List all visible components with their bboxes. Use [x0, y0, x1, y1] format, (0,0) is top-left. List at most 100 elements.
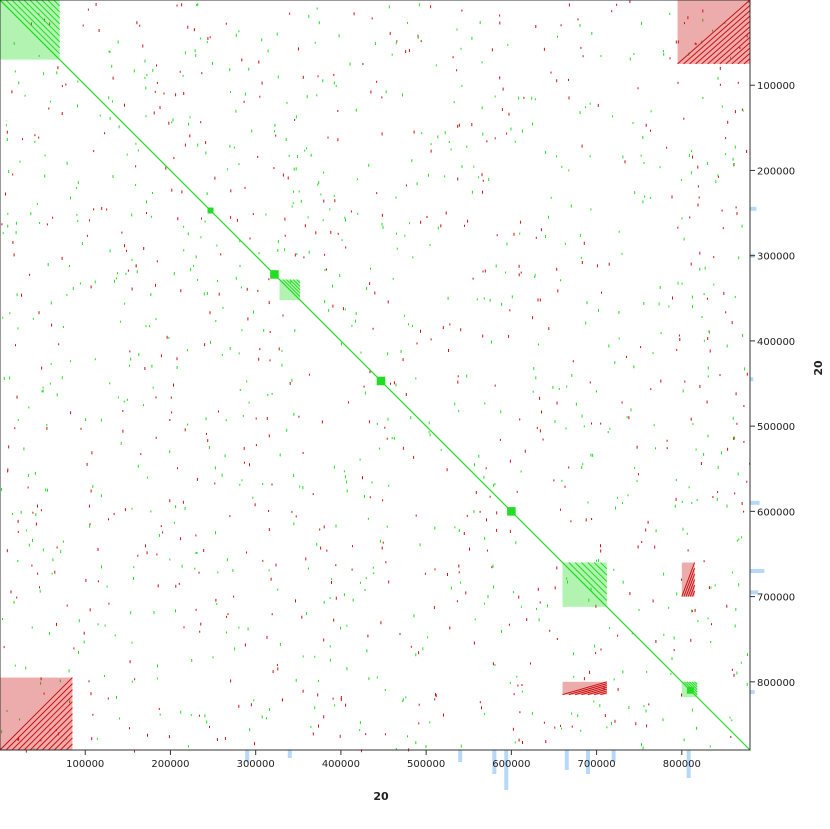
match-point	[230, 189, 232, 193]
match-point	[535, 236, 537, 239]
match-point	[390, 382, 391, 385]
match-point	[281, 350, 283, 353]
match-point	[631, 632, 633, 635]
y-tick-label: 700000	[757, 593, 795, 604]
match-point	[592, 453, 594, 457]
match-point	[77, 181, 79, 185]
match-point	[446, 468, 448, 472]
match-point	[584, 106, 586, 109]
match-point	[746, 682, 748, 686]
block-line	[5, 0, 61, 55]
match-point	[38, 311, 40, 315]
match-point	[158, 707, 160, 710]
match-point	[378, 447, 380, 450]
match-point	[637, 545, 639, 549]
match-point	[387, 417, 389, 421]
match-point	[79, 282, 81, 285]
match-point	[10, 590, 12, 594]
match-point	[474, 463, 475, 467]
match-point	[402, 93, 403, 97]
match-point	[197, 278, 198, 281]
match-point	[25, 749, 27, 753]
match-point	[181, 190, 183, 194]
match-point	[746, 149, 748, 153]
match-point	[180, 289, 182, 293]
match-point	[736, 671, 738, 675]
match-point	[476, 298, 478, 301]
match-point	[337, 138, 339, 142]
match-point	[16, 293, 18, 297]
match-point	[284, 248, 286, 252]
match-point	[346, 624, 348, 627]
match-point	[146, 74, 148, 77]
match-point	[206, 432, 207, 435]
match-point	[696, 498, 698, 501]
match-point	[741, 536, 743, 539]
match-point	[494, 483, 496, 486]
y-tick-label: 800000	[757, 678, 795, 689]
match-point	[307, 216, 309, 219]
match-point	[65, 737, 67, 740]
match-point	[532, 122, 533, 126]
match-point	[734, 110, 736, 114]
match-point	[568, 466, 570, 469]
match-point	[184, 428, 186, 432]
match-point	[299, 485, 301, 488]
block-line	[689, 10, 751, 65]
match-point	[117, 272, 118, 275]
match-point	[621, 401, 623, 404]
match-point	[488, 178, 490, 181]
match-point	[270, 577, 272, 581]
match-point	[225, 419, 227, 422]
match-point	[77, 104, 78, 108]
match-point	[622, 670, 624, 674]
match-point	[471, 190, 473, 194]
match-point	[129, 660, 131, 664]
match-point	[463, 532, 465, 535]
match-point	[205, 141, 207, 145]
match-point	[265, 213, 267, 216]
match-point	[155, 436, 157, 439]
match-point	[712, 29, 713, 32]
block-line	[568, 562, 608, 601]
match-point	[239, 265, 241, 268]
match-point	[568, 96, 570, 100]
match-point	[232, 568, 234, 572]
match-point	[739, 47, 741, 49]
match-point	[580, 46, 582, 49]
match-point	[478, 176, 480, 179]
match-point	[519, 232, 521, 235]
match-point	[195, 552, 197, 554]
block-line	[575, 684, 607, 696]
match-point	[430, 338, 432, 341]
match-point	[671, 195, 673, 199]
match-point	[32, 317, 34, 320]
match-point	[340, 696, 342, 699]
match-point	[189, 134, 191, 138]
match-point	[266, 717, 267, 720]
match-point	[355, 108, 357, 112]
match-point	[159, 713, 161, 716]
match-point	[624, 160, 626, 164]
match-point	[460, 581, 461, 584]
match-point	[244, 92, 246, 96]
match-point	[652, 352, 654, 355]
match-point	[268, 434, 270, 438]
match-point	[413, 455, 415, 459]
match-point	[90, 285, 92, 289]
match-point	[7, 212, 9, 215]
match-point	[317, 75, 319, 78]
match-point	[118, 125, 120, 129]
match-point	[175, 93, 177, 97]
match-point	[580, 256, 582, 259]
match-point	[553, 479, 555, 482]
match-point	[28, 406, 30, 409]
match-point	[461, 9, 463, 12]
match-point	[31, 626, 33, 629]
match-point	[172, 118, 174, 122]
match-point	[326, 268, 327, 271]
match-point	[703, 452, 705, 456]
match-point	[735, 206, 737, 209]
match-point	[295, 515, 297, 518]
